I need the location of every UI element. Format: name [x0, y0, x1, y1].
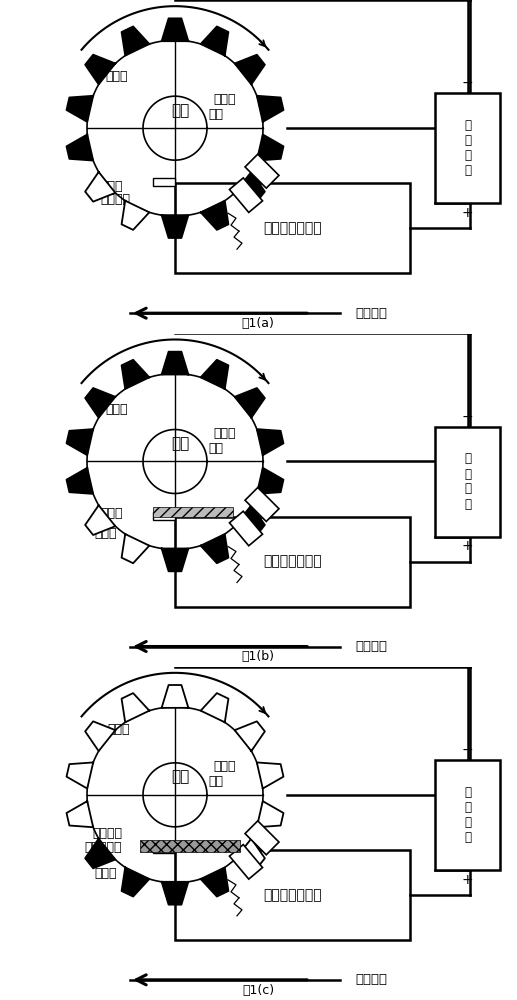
Bar	[230, 178, 263, 212]
Polygon shape	[85, 388, 115, 418]
Text: 磨削齿: 磨削齿	[105, 403, 128, 416]
Bar	[153, 512, 175, 520]
Text: 软化区: 软化区	[95, 527, 117, 540]
Polygon shape	[201, 867, 229, 897]
Polygon shape	[235, 388, 265, 418]
Polygon shape	[235, 839, 265, 868]
Polygon shape	[121, 534, 149, 563]
Bar	[140, 840, 240, 852]
Text: 进给方向: 进给方向	[355, 973, 387, 986]
Polygon shape	[121, 26, 149, 56]
Text: 难加工金属材料: 难加工金属材料	[263, 221, 322, 235]
Text: 导电齿: 导电齿	[100, 507, 123, 520]
Text: 进给方向: 进给方向	[355, 307, 387, 320]
Polygon shape	[121, 867, 149, 897]
Text: 氧气: 氧气	[208, 108, 224, 121]
Polygon shape	[67, 468, 93, 494]
Text: −: −	[462, 410, 473, 424]
Bar	[435, 93, 500, 203]
Text: 图1(b): 图1(b)	[241, 651, 275, 664]
Text: 脉
冲
电
源: 脉 冲 电 源	[464, 452, 471, 510]
Polygon shape	[67, 801, 93, 827]
Text: 磨削齿: 磨削齿	[95, 867, 117, 880]
Text: +: +	[462, 873, 473, 887]
Polygon shape	[235, 55, 265, 84]
Text: 难加工金属材料: 难加工金属材料	[263, 888, 322, 902]
Text: 导电齿: 导电齿	[100, 180, 123, 193]
Polygon shape	[201, 26, 229, 56]
Polygon shape	[235, 505, 265, 535]
Bar	[230, 845, 263, 879]
Polygon shape	[257, 429, 283, 455]
Polygon shape	[67, 134, 93, 161]
Text: 导电齿: 导电齿	[108, 723, 130, 736]
Bar	[175, 517, 410, 606]
Text: 及磨削颗粒: 及磨削颗粒	[84, 841, 122, 854]
Text: 进给方向: 进给方向	[355, 640, 387, 653]
Bar	[245, 488, 279, 521]
Text: +: +	[462, 206, 473, 220]
Text: 难加工金属材料: 难加工金属材料	[263, 554, 322, 568]
Text: 工作液: 工作液	[214, 760, 236, 773]
Text: 放电通道: 放电通道	[100, 193, 130, 206]
Text: 脉
冲
电
源: 脉 冲 电 源	[464, 119, 471, 177]
Text: −: −	[462, 76, 473, 90]
Text: 轮盘: 轮盘	[171, 103, 189, 118]
Bar	[153, 845, 175, 853]
Text: 轮盘: 轮盘	[171, 769, 189, 784]
Polygon shape	[67, 96, 93, 122]
Text: 图1(a): 图1(a)	[241, 317, 275, 330]
Text: 轮盘: 轮盘	[171, 436, 189, 451]
Bar	[435, 426, 500, 536]
Polygon shape	[235, 721, 265, 751]
Polygon shape	[162, 685, 188, 708]
Polygon shape	[121, 693, 149, 722]
Polygon shape	[67, 762, 93, 789]
Text: 氧气: 氧气	[208, 442, 224, 455]
Bar	[175, 850, 410, 940]
Text: 蚀除产物: 蚀除产物	[92, 827, 123, 840]
Bar	[245, 154, 279, 188]
Bar	[435, 760, 500, 870]
Polygon shape	[162, 215, 188, 238]
Text: 工作液: 工作液	[214, 93, 236, 106]
Polygon shape	[257, 801, 283, 827]
Polygon shape	[257, 134, 283, 161]
Text: 工作液: 工作液	[214, 427, 236, 440]
Text: 氧气: 氧气	[208, 775, 224, 788]
Polygon shape	[201, 360, 229, 389]
Text: 磨削齿: 磨削齿	[105, 70, 128, 83]
Polygon shape	[201, 201, 229, 230]
Polygon shape	[85, 839, 115, 868]
Text: −: −	[462, 743, 473, 757]
Polygon shape	[201, 534, 229, 563]
Polygon shape	[162, 352, 188, 375]
Bar	[153, 506, 233, 516]
Polygon shape	[257, 468, 283, 494]
Bar	[245, 821, 279, 855]
Text: 图1(c): 图1(c)	[242, 984, 274, 997]
Polygon shape	[67, 429, 93, 455]
Polygon shape	[201, 693, 229, 722]
Polygon shape	[257, 762, 283, 789]
Text: +: +	[462, 540, 473, 554]
Bar	[230, 511, 263, 546]
Bar	[153, 178, 175, 186]
Bar	[175, 183, 410, 273]
Polygon shape	[85, 172, 115, 202]
Polygon shape	[162, 18, 188, 41]
Polygon shape	[257, 96, 283, 122]
Polygon shape	[121, 360, 149, 389]
Polygon shape	[162, 548, 188, 571]
Polygon shape	[85, 721, 115, 751]
Text: 脉
冲
电
源: 脉 冲 电 源	[464, 786, 471, 844]
Polygon shape	[85, 505, 115, 535]
Polygon shape	[162, 882, 188, 905]
Polygon shape	[121, 201, 149, 230]
Polygon shape	[85, 55, 115, 84]
Polygon shape	[235, 172, 265, 202]
